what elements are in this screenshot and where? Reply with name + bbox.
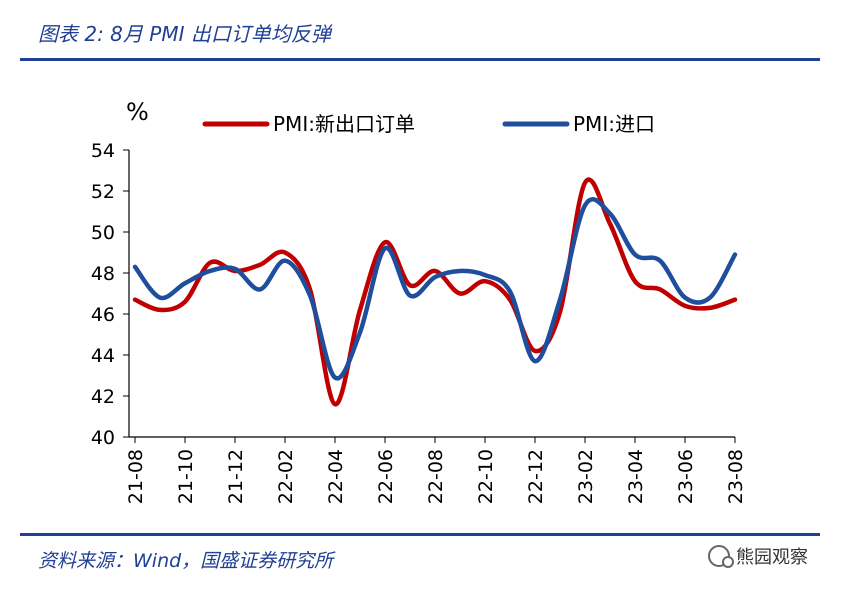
bottom-divider xyxy=(20,533,820,536)
x-tick-label: 23-06 xyxy=(675,449,697,504)
chart-legend: PMI:新出口订单 PMI:进口 xyxy=(202,112,655,136)
y-tick-label: 54 xyxy=(91,140,115,162)
y-tick-label: 52 xyxy=(91,181,115,203)
y-tick-labels: 40 42 44 46 48 50 52 54 xyxy=(91,140,115,449)
x-tick-label: 23-02 xyxy=(575,449,597,504)
x-tick-label: 22-12 xyxy=(525,449,547,504)
y-tick-label: 48 xyxy=(91,263,115,285)
series-line-export-orders xyxy=(132,177,738,407)
chart-series xyxy=(132,177,738,407)
x-tick-label: 22-04 xyxy=(325,449,347,504)
source-note: 资料来源：Wind，国盛证券研究所 xyxy=(38,550,334,572)
series-line-imports xyxy=(132,197,738,381)
y-tick-label: 42 xyxy=(91,386,115,408)
x-tick-label: 23-08 xyxy=(725,449,747,504)
x-tick-labels: 21-08 21-10 21-12 22-02 22-04 22-06 22-08 22-10… xyxy=(125,449,747,504)
top-divider xyxy=(20,58,820,61)
watermark-text: 熊园观察 xyxy=(736,547,808,568)
x-tick-label: 21-08 xyxy=(125,449,147,504)
figure-title: 图表 2: 8月 PMI 出口订单均反弹 xyxy=(38,22,331,46)
x-tick-label: 22-10 xyxy=(475,449,497,504)
x-tick-label: 21-12 xyxy=(225,449,247,504)
x-tick-label: 22-08 xyxy=(425,449,447,504)
chart-axes xyxy=(123,149,736,443)
y-tick-label: 46 xyxy=(91,304,115,326)
y-tick-label: 40 xyxy=(91,427,115,449)
x-tick-label: 22-02 xyxy=(275,449,297,504)
y-axis-label: % xyxy=(126,98,149,126)
x-tick-label: 22-06 xyxy=(375,449,397,504)
legend-label: PMI:进口 xyxy=(573,112,655,136)
y-tick-label: 50 xyxy=(91,222,115,244)
x-tick-label: 23-04 xyxy=(625,449,647,504)
y-tick-label: 44 xyxy=(91,345,115,367)
legend-label: PMI:新出口订单 xyxy=(273,112,415,136)
x-tick-label: 21-10 xyxy=(175,449,197,504)
wechat-icon xyxy=(708,545,734,568)
watermark: 熊园观察 xyxy=(708,543,808,569)
